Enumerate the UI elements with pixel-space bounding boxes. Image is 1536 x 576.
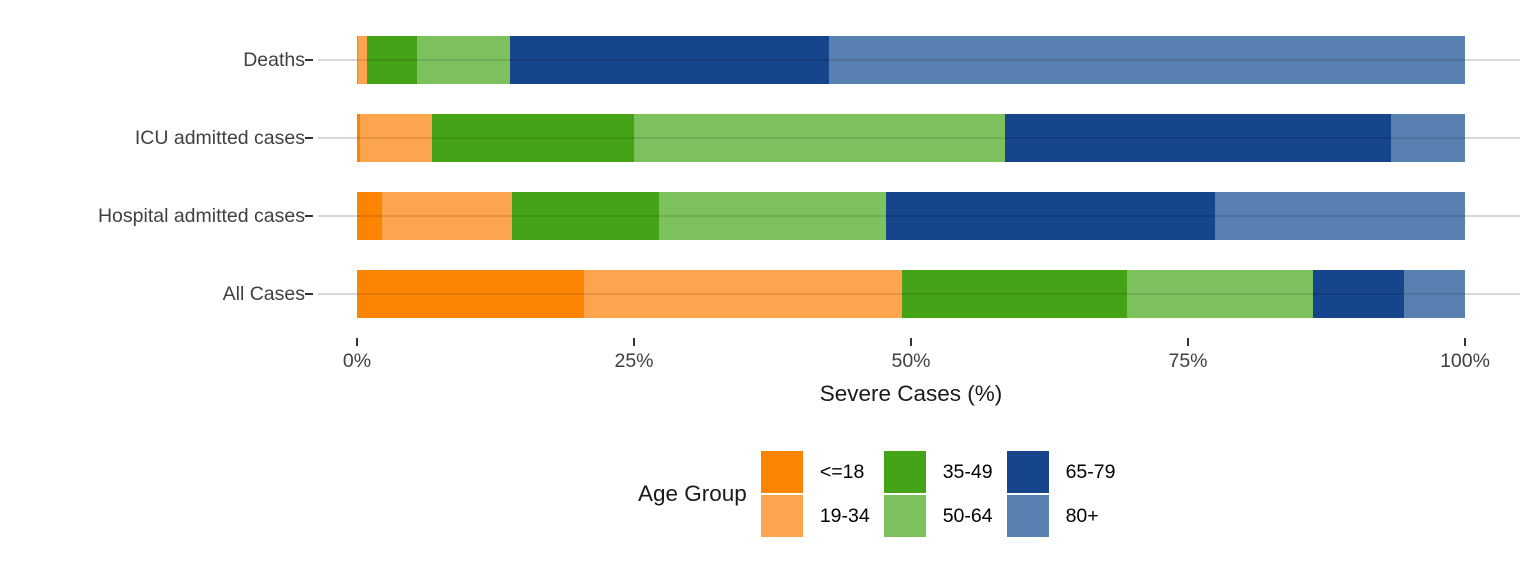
x-axis-title: Severe Cases (%) [819, 381, 1003, 406]
y-axis-tick [305, 58, 313, 61]
x-axis-tick-label: 25% [614, 350, 654, 372]
bar-segment-1934 [382, 192, 513, 240]
legend-entry: 50-64 [883, 494, 993, 538]
legend-label: 50-64 [942, 504, 993, 527]
y-axis-label: Deaths [243, 49, 305, 71]
x-axis-tick [356, 338, 358, 346]
bar-segment-5064 [659, 192, 886, 240]
legend-entry: 19-34 [760, 494, 870, 538]
legend-entry: 65-79 [1006, 450, 1116, 494]
gridline-over-bar [357, 59, 1465, 61]
legend-label: 35-49 [942, 460, 993, 483]
bar-segment-80+ [1404, 270, 1465, 318]
bar-segment-3549 [432, 114, 634, 162]
bar-row [357, 270, 1465, 318]
x-axis-tick [910, 338, 912, 346]
legend-entry: <=18 [760, 450, 870, 494]
bar-row [357, 192, 1465, 240]
bar-segment-18 [357, 114, 361, 162]
legend-entry: 80+ [1006, 494, 1116, 538]
bar-segment-3549 [902, 270, 1128, 318]
bar-segment-80+ [1390, 114, 1465, 162]
legend-swatch [760, 495, 803, 537]
x-axis-tick [633, 338, 635, 346]
y-axis-label: ICU admitted cases [134, 127, 305, 149]
bar-segment-5064 [634, 114, 1006, 162]
bar-segment-5064 [416, 36, 510, 84]
bar-segment-1934 [358, 36, 367, 84]
bar-segment-1934 [360, 114, 433, 162]
bar-segment-3549 [366, 36, 417, 84]
y-axis-tick [305, 136, 313, 139]
legend-label: 80+ [1065, 504, 1099, 527]
y-axis-tick [305, 292, 313, 295]
legend-label: <=18 [819, 460, 865, 483]
bar-segment-6579 [885, 192, 1215, 240]
bar-segment-6579 [1005, 114, 1391, 162]
legend-entry: 35-49 [883, 450, 993, 494]
y-axis-tick [305, 214, 313, 217]
gridline-over-bar [357, 215, 1465, 217]
legend-label: 19-34 [819, 504, 870, 527]
bar-segment-18 [357, 192, 383, 240]
x-axis-tick-label: 50% [891, 350, 931, 372]
legend-grid: <=18 19-34 35-49 50-64 65-79 80+ [760, 450, 1116, 538]
bar-row [357, 114, 1465, 162]
bar-segment-1934 [584, 270, 903, 318]
legend: Age Group <=18 19-34 35-49 50-64 65-79 80+ [638, 450, 1115, 538]
bar-segment-18 [357, 270, 585, 318]
x-axis-tick [1464, 338, 1466, 346]
legend-swatch [883, 451, 926, 493]
legend-swatch [883, 495, 926, 537]
x-axis-tick [1187, 338, 1189, 346]
bar-row [357, 36, 1465, 84]
legend-label: 65-79 [1065, 460, 1116, 483]
x-axis-tick-label: 0% [342, 350, 372, 372]
x-axis-tick-label: 75% [1168, 350, 1208, 372]
legend-swatch [1006, 451, 1049, 493]
gridline-over-bar [357, 293, 1465, 295]
x-axis-tick-label: 100% [1440, 350, 1490, 372]
gridline-over-bar [357, 137, 1465, 139]
legend-swatch [1006, 495, 1049, 537]
bar-segment-80+ [1214, 192, 1465, 240]
legend-title: Age Group [638, 481, 747, 506]
bar-segment-6579 [509, 36, 829, 84]
bar-segment-5064 [1127, 270, 1314, 318]
bar-segment-18 [357, 36, 359, 84]
bar-segment-6579 [1313, 270, 1405, 318]
bar-segment-80+ [829, 36, 1465, 84]
bar-segment-3549 [512, 192, 660, 240]
y-axis-label: All Cases [222, 283, 305, 305]
legend-swatch [760, 451, 803, 493]
y-axis-label: Hospital admitted cases [97, 205, 305, 227]
